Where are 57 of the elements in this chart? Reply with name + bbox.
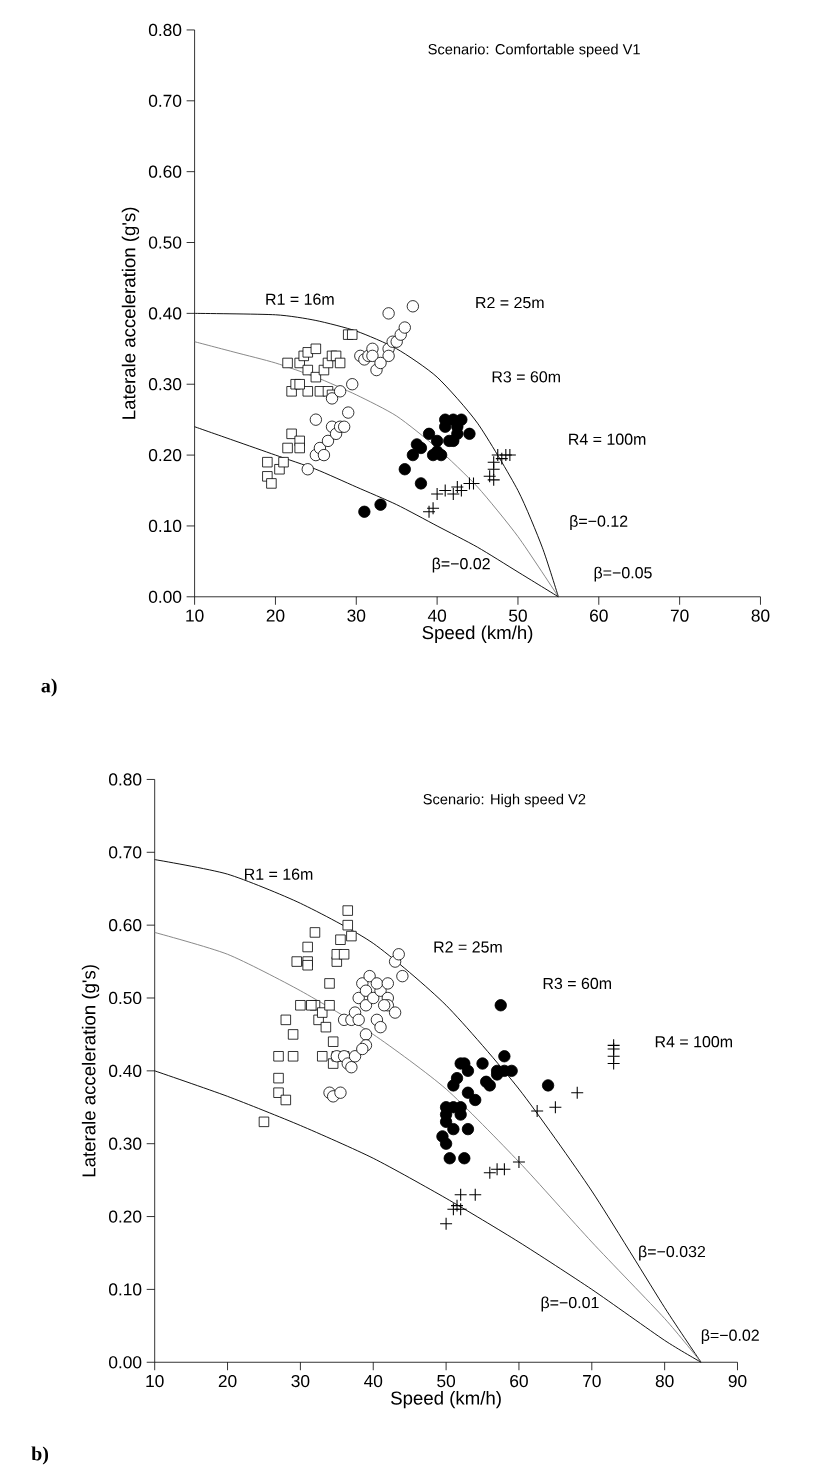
x-tick-label: 80 bbox=[655, 1374, 674, 1388]
y-tick-label: 0.10 bbox=[148, 519, 182, 533]
x-tick-label: 30 bbox=[291, 1374, 310, 1388]
x-tick-label: 70 bbox=[582, 1374, 601, 1388]
text: a) bbox=[41, 678, 57, 697]
y-tick-label: 0.70 bbox=[148, 94, 182, 107]
x-tick-label: 70 bbox=[670, 609, 689, 622]
y-tick-label: 0.40 bbox=[108, 1064, 142, 1077]
annotation: R1 = 16m bbox=[266, 293, 334, 305]
x-axis-title: Speed (km/h) bbox=[390, 1391, 501, 1409]
x-tick-label: 80 bbox=[751, 609, 770, 622]
y-tick-label: 0.50 bbox=[148, 236, 182, 249]
x-tick-label: 20 bbox=[266, 609, 285, 622]
annotation: R2 = 25m bbox=[434, 941, 502, 953]
y-tick-label: 0.70 bbox=[108, 846, 142, 859]
y-tick-label: 0.80 bbox=[108, 773, 142, 786]
text: Scenario: High speed V2 bbox=[423, 793, 586, 808]
y-tick-label: 0.40 bbox=[148, 307, 182, 320]
x-tick-label: 10 bbox=[146, 1374, 164, 1388]
y-axis-title: Laterale acceleration (g's) bbox=[81, 965, 100, 1177]
annotation: R3 = 60m bbox=[543, 977, 611, 990]
y-axis-title: Laterale acceleration (g's) bbox=[121, 207, 139, 419]
annotation: R1 = 16m bbox=[244, 868, 313, 880]
x-tick-label: 20 bbox=[218, 1374, 237, 1388]
annotation: β=−0.01 bbox=[541, 1296, 599, 1312]
annotation: β=−0.02 bbox=[432, 557, 490, 573]
x-tick-label: 50 bbox=[508, 609, 527, 622]
x-tick-label: 10 bbox=[186, 609, 204, 622]
annotation: R3 = 60m bbox=[492, 371, 560, 383]
y-tick-label: 0.60 bbox=[108, 919, 142, 932]
x-tick-label: 90 bbox=[728, 1374, 747, 1388]
y-tick-label: 0.20 bbox=[148, 448, 182, 462]
y-tick-label: 0.00 bbox=[148, 590, 182, 603]
y-tick-label: 0.50 bbox=[108, 991, 142, 1005]
x-tick-label: 50 bbox=[436, 1374, 455, 1388]
annotation: R4 = 100m bbox=[568, 433, 646, 445]
annotation: R4 = 100m bbox=[655, 1036, 732, 1048]
y-tick-label: 0.30 bbox=[108, 1137, 142, 1150]
annotation: β=−0.032 bbox=[638, 1245, 705, 1261]
y-tick-label: 0.00 bbox=[108, 1356, 142, 1369]
annotation: β=−0.05 bbox=[594, 566, 652, 582]
annotation: β=−0.02 bbox=[701, 1329, 759, 1345]
x-tick-label: 40 bbox=[427, 609, 446, 622]
x-tick-label: 60 bbox=[510, 1374, 528, 1388]
x-tick-label: 60 bbox=[589, 609, 608, 622]
text: b) bbox=[31, 1446, 48, 1465]
y-tick-label: 0.60 bbox=[148, 165, 182, 178]
text: Scenario: Comfortable speed V1 bbox=[428, 43, 640, 58]
x-tick-label: 30 bbox=[347, 609, 366, 622]
x-axis-title: Speed (km/h) bbox=[422, 625, 533, 643]
y-tick-label: 0.80 bbox=[148, 23, 182, 37]
y-tick-label: 0.30 bbox=[148, 378, 182, 391]
y-tick-label: 0.20 bbox=[108, 1210, 142, 1223]
x-tick-label: 40 bbox=[363, 1374, 383, 1388]
annotation: β=−0.12 bbox=[570, 515, 628, 530]
annotation: R2 = 25m bbox=[476, 296, 544, 309]
y-tick-label: 0.10 bbox=[108, 1283, 142, 1296]
